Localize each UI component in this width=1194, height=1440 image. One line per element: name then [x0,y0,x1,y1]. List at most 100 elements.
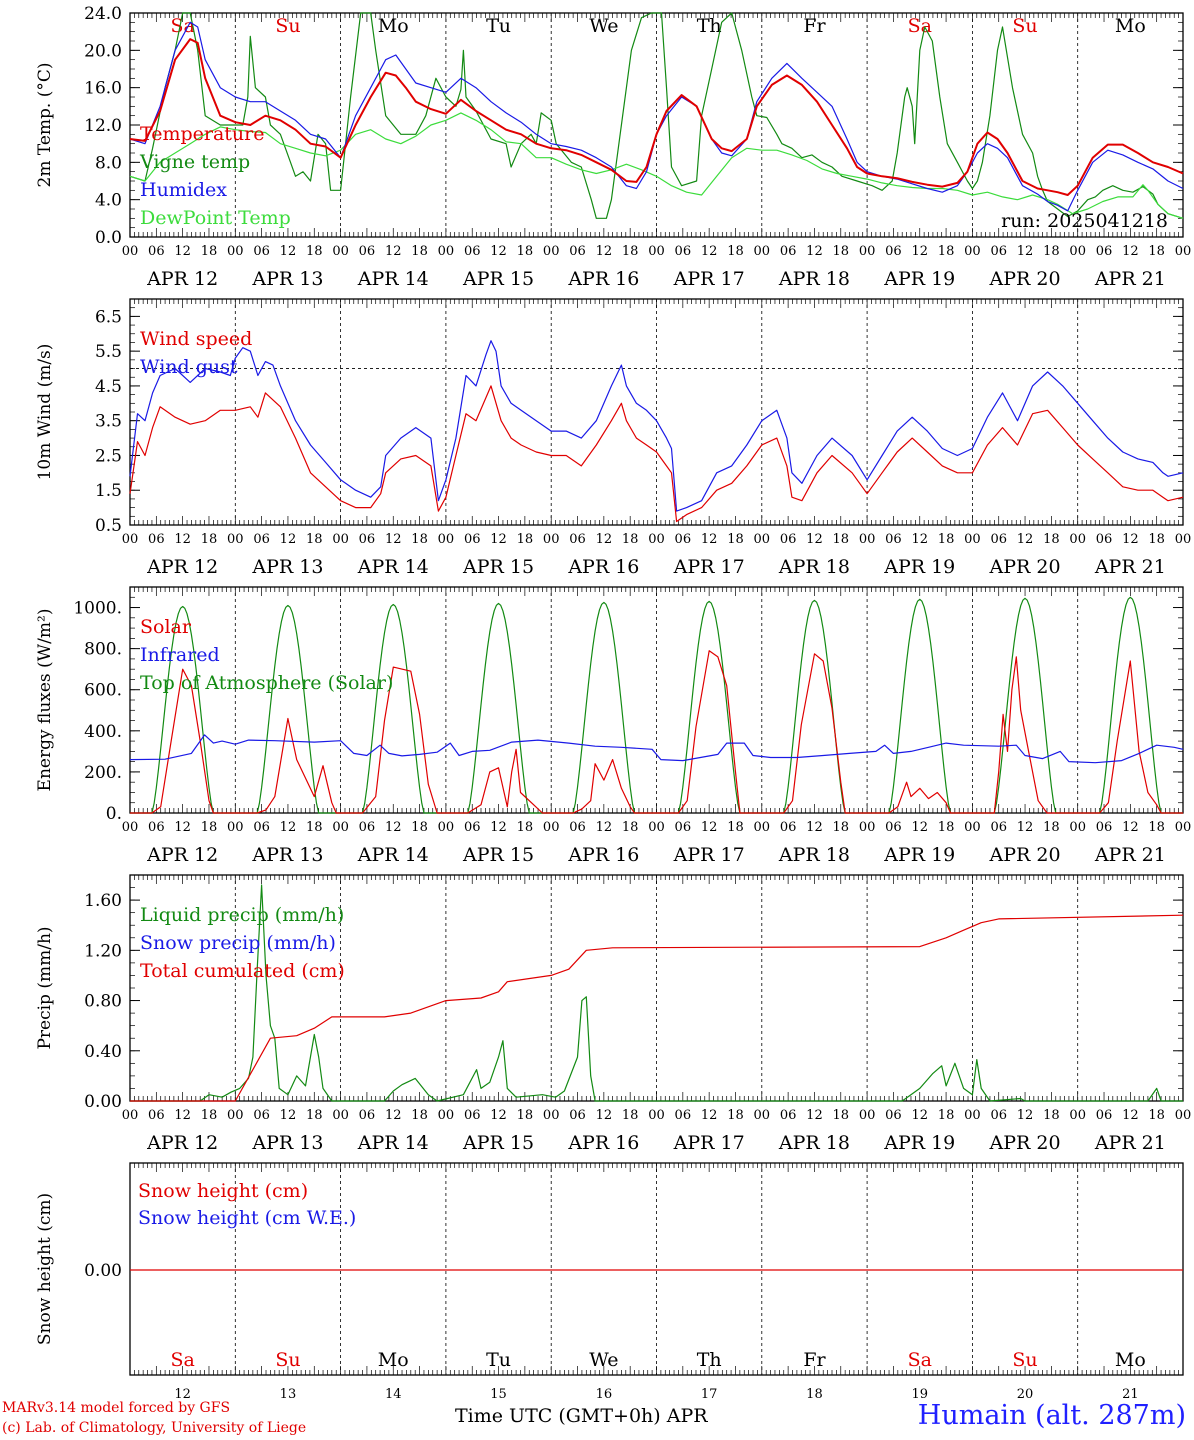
date-label: APR 21 [1094,1132,1166,1154]
hour-tick-label: 00 [1175,244,1192,259]
y-tick-label: 0.40 [84,1042,122,1062]
day-abbr: Sa [908,1349,932,1371]
day-abbr: Tu [486,15,511,37]
hour-tick-label: 00 [859,244,876,259]
hour-tick-label: 18 [938,1108,955,1123]
hour-tick-label: 18 [1148,1108,1165,1123]
day-abbr: Tu [486,1349,511,1371]
y-tick-label: 4.5 [95,377,122,397]
day-abbr: Th [697,15,722,37]
hour-tick-label: 18 [833,532,850,547]
day-abbr: Su [1012,15,1037,37]
date-label: APR 19 [883,844,955,866]
date-label: APR 13 [251,844,323,866]
hour-tick-label: 00 [648,820,665,835]
legend-entry: Top of Atmosphere (Solar) [140,672,393,694]
day-abbr: Mo [1115,1349,1146,1371]
hour-tick-label: 18 [1148,532,1165,547]
hour-tick-label: 00 [1175,1108,1192,1123]
hour-tick-label: 12 [1017,820,1034,835]
hour-tick-label: 12 [1122,532,1139,547]
hour-tick-label: 00 [964,1108,981,1123]
legend-entry: Solar [140,616,192,638]
hour-tick-label: 06 [253,820,270,835]
hour-tick-label: 00 [332,532,349,547]
date-label: APR 19 [883,556,955,578]
y-axis-label: 2m Temp. (°C) [35,62,55,187]
date-label: APR 19 [883,268,955,290]
y-axis-label: 10m Wind (m/s) [35,344,55,481]
hour-tick-label: 06 [253,244,270,259]
hour-tick-label: 12 [596,820,613,835]
hour-tick-label: 00 [754,532,771,547]
hour-tick-label: 18 [411,820,428,835]
date-label: APR 13 [251,556,323,578]
legend-entry: Snow precip (mm/h) [140,932,336,954]
hour-tick-label: 06 [359,244,376,259]
hour-tick-label: 12 [806,1108,823,1123]
hour-tick-label: 00 [964,244,981,259]
y-tick-label: 20.0 [84,41,122,61]
hour-tick-label: 12 [385,820,402,835]
hour-tick-label: 12 [911,820,928,835]
hour-tick-label: 12 [385,1108,402,1123]
hour-tick-label: 12 [806,244,823,259]
legend-entry: Wind speed [140,328,252,350]
day-abbr: Sa [170,1349,194,1371]
day-number: 13 [280,1387,297,1402]
panel-4: 0.00 0.40 0.80 1.20 1.60 Precip (mm/h) 00 06 12 1… [35,874,1192,1154]
time-axis-label: Time UTC (GMT+0h) APR [455,1405,708,1427]
hour-tick-label: 18 [306,244,323,259]
day-abbr: Sa [908,15,932,37]
hour-tick-label: 18 [517,820,534,835]
hour-tick-label: 06 [885,1108,902,1123]
y-tick-label: 0.00 [84,1092,122,1112]
hour-tick-label: 06 [464,244,481,259]
hour-tick-label: 18 [833,820,850,835]
hour-tick-label: 18 [1043,1108,1060,1123]
hour-tick-label: 12 [596,244,613,259]
hour-tick-label: 12 [701,532,718,547]
hour-tick-label: 18 [201,532,218,547]
day-abbr: Mo [378,1349,409,1371]
hour-tick-label: 12 [911,532,928,547]
hour-tick-label: 06 [148,1108,165,1123]
panel-1: 0.0 4.0 8.0 12.0 16.0 20.0 24.0 2m Temp. (°C) 00… [35,4,1191,290]
series-line [129,38,1184,196]
hour-tick-label: 18 [201,1108,218,1123]
hour-tick-label: 00 [122,1108,139,1123]
y-tick-label: 12.0 [84,116,122,136]
hour-tick-label: 00 [332,244,349,259]
date-label: APR 15 [462,556,534,578]
date-label: APR 18 [778,1132,850,1154]
hour-tick-label: 18 [727,820,744,835]
hour-tick-label: 00 [964,820,981,835]
hour-tick-label: 06 [359,532,376,547]
y-tick-label: 600. [84,681,122,701]
hour-tick-label: 06 [885,820,902,835]
hour-tick-label: 18 [727,244,744,259]
day-abbr: Mo [378,15,409,37]
date-label: APR 21 [1094,268,1166,290]
series-line [129,21,1184,212]
hour-tick-label: 00 [1069,1108,1086,1123]
day-abbr: We [589,1349,618,1371]
hour-tick-label: 18 [306,820,323,835]
hour-tick-label: 06 [464,1108,481,1123]
day-abbr: Mo [1115,15,1146,37]
hour-tick-label: 12 [701,244,718,259]
hour-tick-label: 00 [543,244,560,259]
day-abbr: Th [697,1349,722,1371]
hour-tick-label: 18 [517,532,534,547]
hour-tick-label: 00 [543,1108,560,1123]
date-label: APR 13 [251,268,323,290]
hour-tick-label: 06 [148,532,165,547]
y-tick-label: 0. [106,804,122,824]
hour-tick-label: 18 [938,244,955,259]
hour-tick-label: 06 [464,532,481,547]
hour-tick-label: 12 [1122,1108,1139,1123]
date-label: APR 18 [778,844,850,866]
legend-entry: Total cumulated (cm) [140,960,345,982]
hour-tick-label: 06 [1096,820,1113,835]
series-line [129,112,1184,219]
